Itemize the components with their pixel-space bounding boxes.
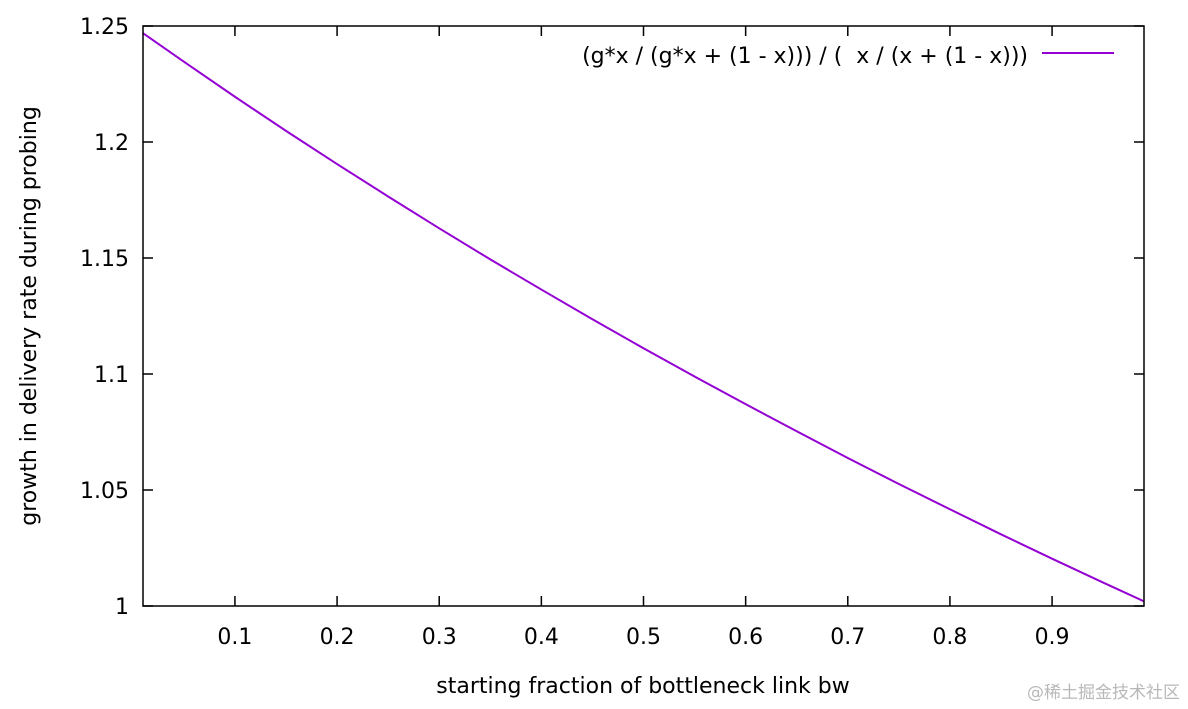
x-axis-label: starting fraction of bottleneck link bw — [436, 674, 849, 699]
x-tick-label: 0.3 — [422, 625, 457, 650]
series-line — [142, 32, 1145, 603]
x-tick-label: 0.2 — [320, 625, 355, 650]
y-tick-label: 1.05 — [80, 479, 129, 504]
x-tick-label: 0.9 — [1035, 625, 1070, 650]
x-tick-label: 0.7 — [830, 625, 865, 650]
legend: (g*x / (g*x + (1 - x))) / ( x / (x + (1 … — [582, 44, 1114, 69]
legend-label: (g*x / (g*x + (1 - x))) / ( x / (x + (1 … — [582, 44, 1028, 69]
y-tick-label: 1 — [115, 595, 129, 620]
x-axis-ticks: 0.1 0.2 0.3 0.4 0.5 0.6 0.7 0.8 0.9 — [217, 26, 1070, 650]
plot-frame — [142, 25, 1145, 607]
series-group — [142, 32, 1145, 603]
y-axis-ticks: 1 1.05 1.1 1.15 1.2 1.25 — [80, 15, 1144, 620]
y-axis-label: growth in delivery rate during probing — [17, 106, 42, 526]
x-tick-label: 0.5 — [626, 625, 661, 650]
x-tick-label: 0.4 — [524, 625, 559, 650]
y-tick-label: 1.1 — [94, 363, 129, 388]
x-tick-label: 0.6 — [728, 625, 763, 650]
x-tick-label: 0.1 — [217, 625, 252, 650]
y-tick-label: 1.25 — [80, 15, 129, 40]
x-tick-label: 0.8 — [932, 625, 967, 650]
y-tick-label: 1.2 — [94, 131, 129, 156]
watermark: @稀土掘金技术社区 — [1027, 683, 1180, 703]
y-tick-label: 1.15 — [80, 247, 129, 272]
